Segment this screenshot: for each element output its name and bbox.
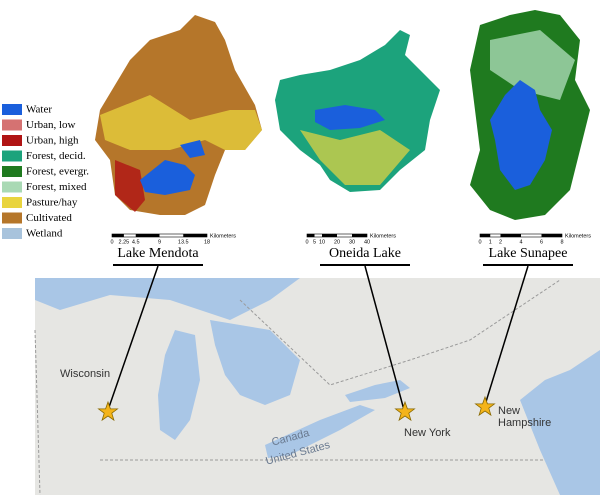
scale-unit: Kilometers bbox=[565, 233, 591, 239]
legend-label: Wetland bbox=[26, 228, 63, 240]
map-label: Wisconsin bbox=[60, 368, 110, 380]
legend-label: Urban, low bbox=[26, 119, 76, 131]
map-label: New York bbox=[404, 427, 451, 439]
map-label: Hampshire bbox=[498, 417, 551, 429]
pasture-area bbox=[300, 130, 410, 185]
legend-label: Water bbox=[26, 104, 52, 116]
scale-label: 9 bbox=[158, 239, 161, 245]
scale-label: 4.5 bbox=[132, 239, 140, 245]
scale-unit: Kilometers bbox=[210, 233, 236, 239]
lake-huron bbox=[210, 320, 300, 405]
scale-label: 10 bbox=[319, 239, 325, 245]
scale-segment bbox=[352, 234, 367, 237]
scale-label: 0 bbox=[110, 239, 113, 245]
lake-water bbox=[315, 105, 385, 130]
scale-segment bbox=[112, 234, 124, 237]
base-map bbox=[34, 278, 600, 495]
scale-label: 0 bbox=[305, 239, 308, 245]
legend-label: Forest, mixed bbox=[26, 181, 87, 193]
legend-swatch bbox=[2, 104, 22, 115]
scale-label: 4 bbox=[519, 239, 522, 245]
legend-swatch bbox=[2, 212, 22, 224]
star-marker bbox=[97, 400, 119, 422]
legend-label: Urban, high bbox=[26, 135, 79, 147]
scale-segment bbox=[135, 234, 160, 237]
scale-segment bbox=[541, 234, 562, 237]
map-background bbox=[35, 278, 600, 495]
legend-swatch bbox=[2, 119, 22, 131]
scale-label: 13.5 bbox=[178, 239, 189, 245]
pasture-area bbox=[100, 95, 262, 150]
scale-label: 18 bbox=[204, 239, 210, 245]
scale-label: 2.25 bbox=[119, 239, 130, 245]
star-marker bbox=[474, 395, 496, 417]
lake-name: Oneida Lake bbox=[329, 246, 401, 261]
scale-label: 20 bbox=[334, 239, 340, 245]
atlantic bbox=[520, 350, 600, 495]
lake-erie bbox=[265, 405, 375, 458]
legend-label: Forest, evergr. bbox=[26, 166, 89, 178]
legend-swatch bbox=[2, 166, 22, 177]
scale-label: 2 bbox=[499, 239, 502, 245]
legend-swatch bbox=[2, 135, 22, 146]
legend-swatch bbox=[2, 181, 22, 193]
scale-label: 40 bbox=[364, 239, 370, 245]
lake-water bbox=[140, 160, 195, 195]
legend-swatch bbox=[2, 197, 22, 208]
watershed-sunapee bbox=[470, 10, 590, 220]
scale-segment bbox=[183, 234, 207, 237]
scale-segment bbox=[322, 234, 337, 237]
watershed-mendota bbox=[95, 15, 262, 215]
scale-label: 1 bbox=[489, 239, 492, 245]
legend-label: Pasture/hay bbox=[26, 197, 78, 209]
map-label: New bbox=[498, 405, 520, 417]
connector bbox=[484, 265, 529, 406]
lake-ontario bbox=[345, 380, 410, 402]
scale-label: 30 bbox=[349, 239, 355, 245]
legend-label: Forest, decid. bbox=[26, 150, 86, 162]
scale-segment bbox=[307, 234, 315, 237]
scale-label: 5 bbox=[313, 239, 316, 245]
scale-label: 6 bbox=[540, 239, 543, 245]
scale-segment bbox=[500, 234, 521, 237]
urban-area bbox=[115, 160, 145, 212]
scale-label: 0 bbox=[478, 239, 481, 245]
legend: Water Urban, low Urban, high Forest, decid.… bbox=[2, 104, 89, 240]
connector bbox=[364, 265, 405, 411]
lake-name: Lake Mendota bbox=[117, 246, 199, 261]
scale-segment bbox=[480, 234, 491, 237]
borders bbox=[34, 279, 600, 495]
watershed-oneida bbox=[275, 30, 440, 192]
scale-unit: Kilometers bbox=[370, 233, 396, 239]
lake-name: Lake Sunapee bbox=[489, 246, 568, 261]
lake-superior bbox=[35, 278, 300, 320]
star-marker bbox=[394, 400, 416, 422]
legend-swatch bbox=[2, 228, 22, 239]
legend-label: Cultivated bbox=[26, 212, 72, 224]
lake-water bbox=[490, 80, 552, 190]
legend-swatch bbox=[2, 150, 22, 162]
forest-area bbox=[490, 30, 575, 100]
connector bbox=[107, 265, 159, 411]
lake-water bbox=[180, 140, 205, 158]
scale-label: 8 bbox=[560, 239, 563, 245]
lake-michigan bbox=[158, 330, 200, 440]
